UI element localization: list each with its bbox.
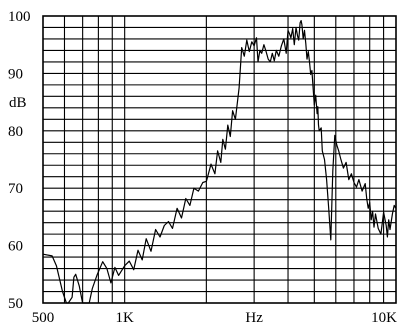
y-tick-label: 50 bbox=[8, 296, 23, 312]
x-axis-label: Hz bbox=[245, 310, 263, 326]
grid bbox=[43, 15, 396, 304]
y-tick-label: 60 bbox=[8, 239, 23, 255]
y-tick-label: 70 bbox=[8, 181, 23, 197]
y-tick-label: 100 bbox=[8, 9, 31, 25]
plot-frame bbox=[42, 15, 397, 304]
x-tick-label: 500 bbox=[32, 310, 55, 326]
x-tick-label: 1K bbox=[116, 310, 135, 326]
y-axis-label: dB bbox=[9, 95, 27, 111]
x-tick-labels: 500 1K 10K bbox=[32, 310, 397, 326]
y-tick-labels: 100 90 80 70 60 50 bbox=[8, 9, 31, 312]
response-curve bbox=[42, 20, 397, 304]
x-tick-label: 10K bbox=[371, 310, 397, 326]
y-tick-label: 80 bbox=[8, 124, 23, 140]
y-tick-label: 90 bbox=[8, 66, 23, 82]
